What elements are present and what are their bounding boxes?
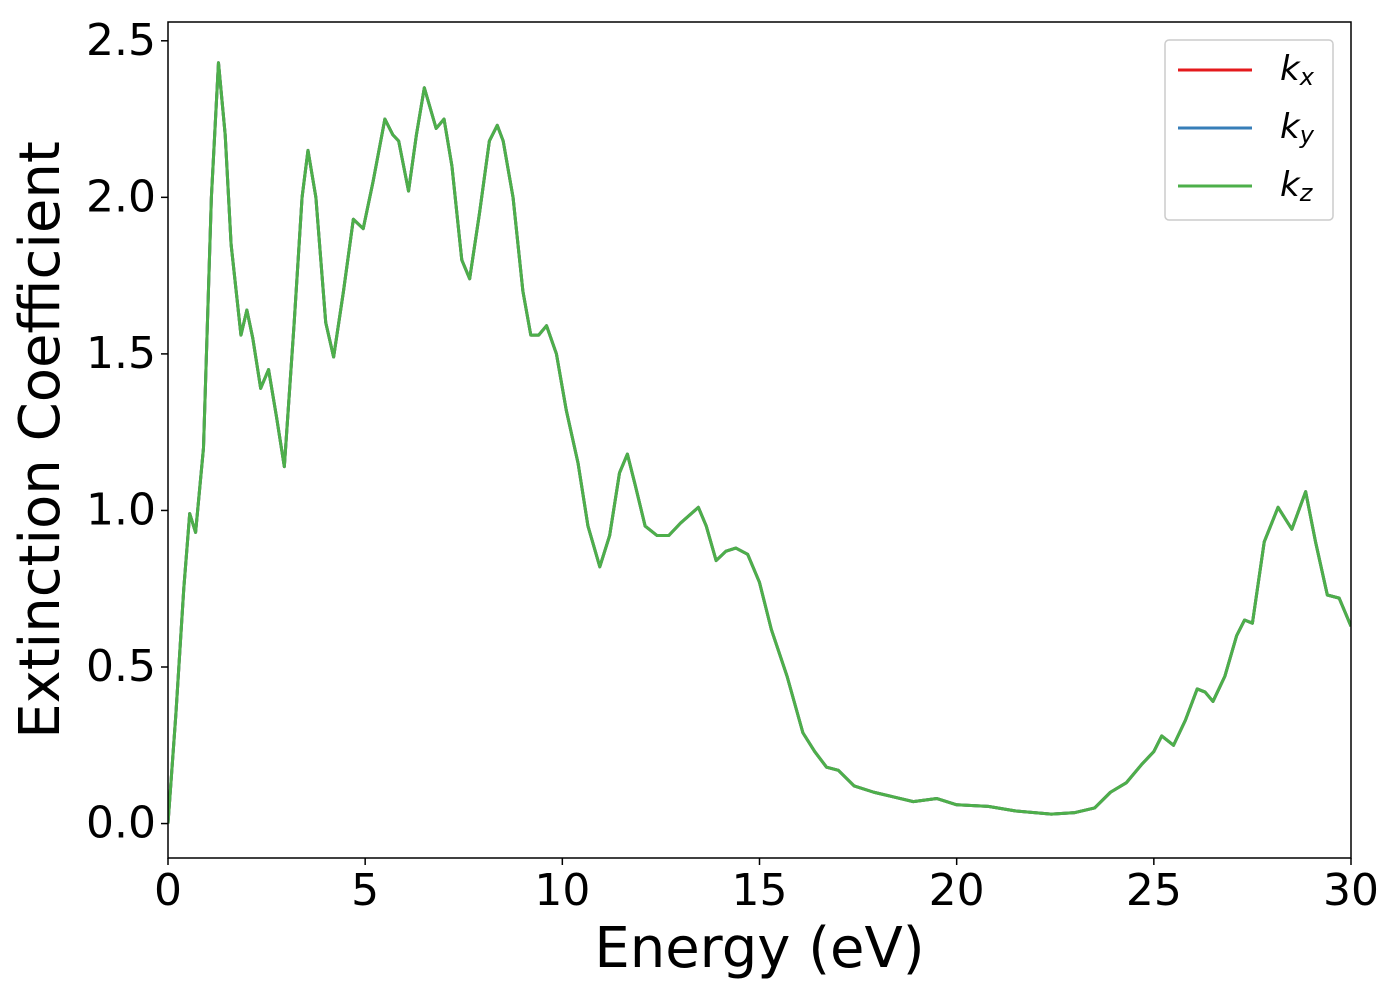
- x-tick-label: 0: [154, 865, 182, 916]
- series-line: [168, 61, 1351, 824]
- x-tick-label: 5: [351, 865, 379, 916]
- legend-label: kz: [1280, 165, 1314, 208]
- legend-label-sub: y: [1299, 121, 1315, 149]
- legend-label-base: k: [1280, 107, 1301, 147]
- y-axis-label: Extinction Coefficient: [8, 141, 73, 739]
- legend-label: kx: [1280, 49, 1315, 92]
- y-tick-label: 2.5: [86, 15, 156, 66]
- legend-box: [1164, 39, 1334, 221]
- y-tick-label: 2.0: [86, 171, 156, 222]
- legend-label-base: k: [1280, 49, 1301, 89]
- legend-label-sub: x: [1299, 63, 1315, 91]
- legend-label: ky: [1280, 107, 1315, 150]
- plot-frame: [167, 21, 1352, 859]
- x-tick-label: 25: [1126, 865, 1182, 916]
- y-tick-label: 0.5: [86, 641, 156, 692]
- x-tick-label: 30: [1323, 865, 1379, 916]
- legend-label-sub: z: [1299, 179, 1314, 207]
- x-tick-label: 10: [534, 865, 590, 916]
- x-tick-label: 15: [732, 865, 788, 916]
- y-tick-label: 1.0: [86, 484, 156, 535]
- legend-label-base: k: [1280, 165, 1301, 205]
- y-tick-label: 0.0: [86, 798, 156, 849]
- y-tick-label: 1.5: [86, 328, 156, 379]
- x-axis-label: Energy (eV): [594, 916, 924, 981]
- x-tick-label: 20: [929, 865, 985, 916]
